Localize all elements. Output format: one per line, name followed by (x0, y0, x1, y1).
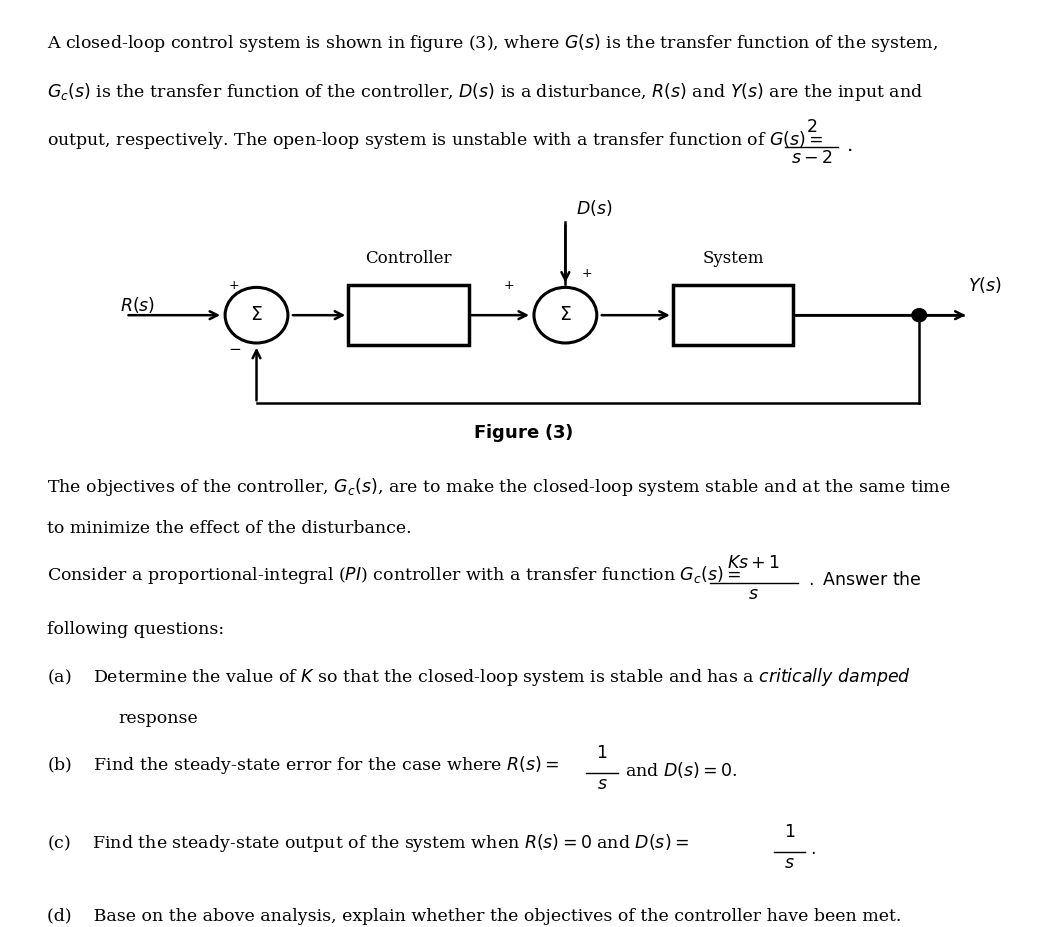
Text: output, respectively. The open-loop system is unstable with a transfer function : output, respectively. The open-loop syst… (47, 129, 824, 151)
Text: $R(s)$: $R(s)$ (120, 295, 156, 315)
Text: $\Sigma$: $\Sigma$ (250, 306, 263, 324)
Text: The objectives of the controller, $G_c(s)$, are to make the closed-loop system s: The objectives of the controller, $G_c(s… (47, 476, 951, 498)
Text: $+$: $+$ (503, 279, 514, 292)
Text: $.$: $.$ (810, 841, 816, 857)
Text: (b)    Find the steady-state error for the case where $R(s) =$: (b) Find the steady-state error for the … (47, 754, 560, 776)
Text: Controller: Controller (365, 249, 451, 267)
Text: A closed-loop control system is shown in figure (3), where $G(s)$ is the transfe: A closed-loop control system is shown in… (47, 32, 938, 55)
Text: $s$: $s$ (597, 776, 607, 793)
Text: $\mathbf{Figure\ (3)}$: $\mathbf{Figure\ (3)}$ (473, 422, 574, 444)
FancyBboxPatch shape (348, 286, 469, 345)
Text: $-$: $-$ (228, 341, 242, 355)
Text: $Y(s)$: $Y(s)$ (968, 274, 1002, 295)
Text: $1$: $1$ (597, 745, 607, 762)
Text: following questions:: following questions: (47, 621, 224, 638)
Text: $2$: $2$ (806, 120, 817, 136)
Text: $s$: $s$ (749, 586, 759, 603)
Circle shape (912, 309, 927, 322)
Text: $G_c(s)$ is the transfer function of the controller, $D(s)$ is a disturbance, $R: $G_c(s)$ is the transfer function of the… (47, 81, 923, 103)
Text: Consider a proportional-integral ($PI$) controller with a transfer function $G_c: Consider a proportional-integral ($PI$) … (47, 564, 741, 586)
Text: $Ks + 1$: $Ks + 1$ (728, 555, 780, 572)
Text: $+$: $+$ (228, 279, 240, 292)
Text: $s$: $s$ (784, 855, 795, 871)
Text: $D(s)$: $D(s)$ (576, 197, 612, 218)
FancyBboxPatch shape (672, 286, 794, 345)
Text: $G_c(s)$: $G_c(s)$ (387, 305, 429, 325)
Text: response: response (118, 710, 198, 727)
Text: $1$: $1$ (784, 824, 795, 841)
Text: $G(s)$: $G(s)$ (715, 305, 751, 325)
Text: (d)    Base on the above analysis, explain whether the objectives of the control: (d) Base on the above analysis, explain … (47, 908, 901, 925)
Text: (c)    Find the steady-state output of the system when $R(s) = 0$ and $D(s) =$: (c) Find the steady-state output of the … (47, 832, 689, 855)
Text: (a)    Determine the value of $K$ so that the closed-loop system is stable and h: (a) Determine the value of $K$ so that t… (47, 666, 911, 688)
Text: $s - 2$: $s - 2$ (790, 150, 832, 167)
Text: $\Sigma$: $\Sigma$ (559, 306, 572, 324)
Text: $.$: $.$ (846, 136, 852, 155)
Text: to minimize the effect of the disturbance.: to minimize the effect of the disturbanc… (47, 520, 411, 537)
Text: $.\ \text{Answer the}$: $.\ \text{Answer the}$ (808, 571, 922, 590)
Text: $+$: $+$ (581, 267, 593, 280)
Text: System: System (703, 249, 763, 267)
Text: and $D(s) = 0$.: and $D(s) = 0$. (625, 760, 737, 781)
